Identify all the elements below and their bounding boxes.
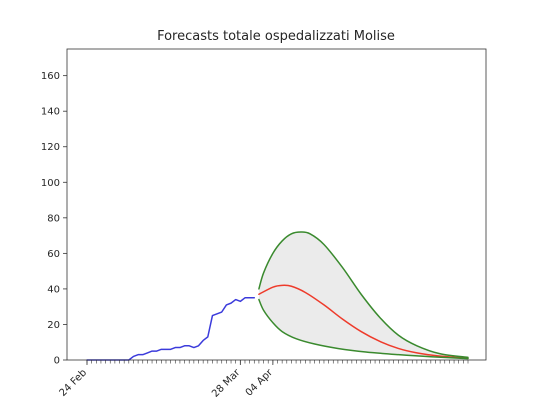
series-line-forecast (258, 284, 469, 359)
y-tick-label: 20 (47, 320, 60, 331)
y-axis: 0 20 40 60 80 100 120 140 160 (41, 71, 67, 367)
x-tick-label: 28 Mar (210, 367, 243, 400)
x-tick-label: 24 Feb (58, 367, 90, 399)
series-line-upper (258, 231, 469, 359)
y-tick-label: 140 (41, 107, 60, 118)
series-line-lower (258, 298, 469, 360)
y-tick-label: 40 (47, 284, 60, 295)
x-axis: 24 Feb 28 Mar 04 Apr (58, 360, 469, 400)
series-line-observed (86, 297, 256, 361)
confidence-band-layer (258, 232, 468, 359)
y-tick-label: 160 (41, 71, 60, 82)
y-tick-label: 100 (41, 178, 60, 189)
plot-frame (66, 48, 487, 361)
y-tick-label: 0 (54, 356, 60, 367)
y-tick-label: 80 (47, 213, 60, 224)
y-tick-label: 120 (41, 142, 60, 153)
x-tick-label: 04 Apr (244, 367, 276, 399)
y-tick-label: 60 (47, 249, 60, 260)
confidence-band (258, 232, 468, 359)
chart-title: Forecasts totale ospedalizzati Molise (157, 29, 395, 44)
series-layer (86, 231, 469, 361)
